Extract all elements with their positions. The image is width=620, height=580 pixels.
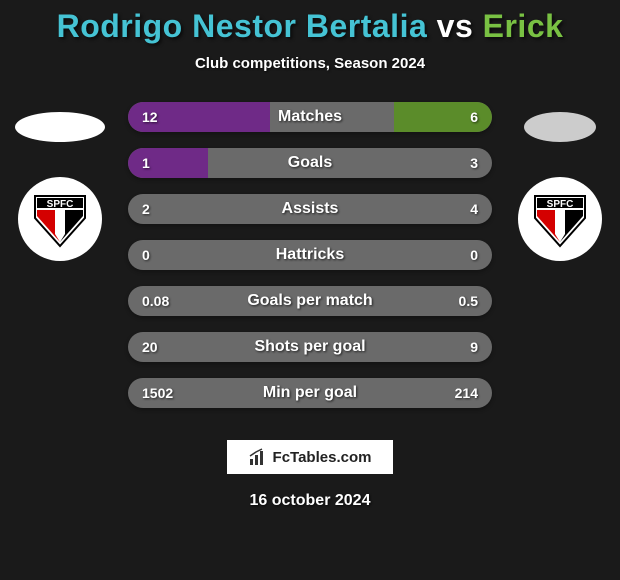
left-column: SPFC bbox=[10, 102, 110, 424]
stat-value-right: 0.5 bbox=[459, 286, 478, 316]
page-title: Rodrigo Nestor Bertalia vs Erick bbox=[0, 8, 620, 45]
stat-bars: Matches12 6 Goals1 3 Assists2 4 Hattricks0 0 Goa… bbox=[110, 102, 510, 424]
comparison-widget: Rodrigo Nestor Bertalia vs Erick Club co… bbox=[0, 0, 620, 580]
stat-label: Goals bbox=[128, 148, 492, 178]
stat-value-left: 2 bbox=[142, 194, 150, 224]
stat-value-left: 1502 bbox=[142, 378, 173, 408]
footer: FcTables.com bbox=[0, 440, 620, 474]
svg-text:SPFC: SPFC bbox=[547, 199, 574, 210]
player1-name: Rodrigo Nestor Bertalia bbox=[57, 8, 428, 44]
spfc-shield-icon: SPFC bbox=[525, 184, 595, 254]
stat-row: Matches12 6 bbox=[128, 102, 492, 132]
stat-value-left: 0.08 bbox=[142, 286, 169, 316]
right-column: SPFC bbox=[510, 102, 610, 424]
stat-label: Shots per goal bbox=[128, 332, 492, 362]
chart-icon bbox=[249, 448, 267, 466]
stat-row: Assists2 4 bbox=[128, 194, 492, 224]
vs-text: vs bbox=[427, 8, 482, 44]
stat-row: Min per goal1502 214 bbox=[128, 378, 492, 408]
player1-club-badge: SPFC bbox=[18, 177, 102, 261]
stat-value-right: 0 bbox=[470, 240, 478, 270]
stat-row: Goals per match0.08 0.5 bbox=[128, 286, 492, 316]
main-content: SPFC Matches12 6 Goals1 3 Assists2 4 Hattricks… bbox=[0, 102, 620, 424]
brand-box: FcTables.com bbox=[227, 440, 394, 474]
player2-name: Erick bbox=[483, 8, 564, 44]
stat-row: Shots per goal20 9 bbox=[128, 332, 492, 362]
stat-row: Goals1 3 bbox=[128, 148, 492, 178]
stat-label: Hattricks bbox=[128, 240, 492, 270]
stat-label: Min per goal bbox=[128, 378, 492, 408]
stat-value-left: 12 bbox=[142, 102, 158, 132]
player1-flag-ellipse bbox=[15, 112, 105, 142]
stat-value-left: 20 bbox=[142, 332, 158, 362]
svg-text:SPFC: SPFC bbox=[47, 199, 74, 210]
stat-value-right: 6 bbox=[470, 102, 478, 132]
stat-label: Goals per match bbox=[128, 286, 492, 316]
stat-value-right: 214 bbox=[455, 378, 478, 408]
stat-row: Hattricks0 0 bbox=[128, 240, 492, 270]
player2-club-badge: SPFC bbox=[518, 177, 602, 261]
stat-value-right: 3 bbox=[470, 148, 478, 178]
stat-value-right: 9 bbox=[470, 332, 478, 362]
stat-value-right: 4 bbox=[470, 194, 478, 224]
player2-flag-ellipse bbox=[524, 112, 596, 142]
stat-label: Matches bbox=[128, 102, 492, 132]
spfc-shield-icon: SPFC bbox=[25, 184, 95, 254]
stat-value-left: 1 bbox=[142, 148, 150, 178]
stat-value-left: 0 bbox=[142, 240, 150, 270]
subtitle: Club competitions, Season 2024 bbox=[0, 55, 620, 72]
date-text: 16 october 2024 bbox=[0, 492, 620, 510]
stat-label: Assists bbox=[128, 194, 492, 224]
brand-text: FcTables.com bbox=[273, 449, 372, 466]
